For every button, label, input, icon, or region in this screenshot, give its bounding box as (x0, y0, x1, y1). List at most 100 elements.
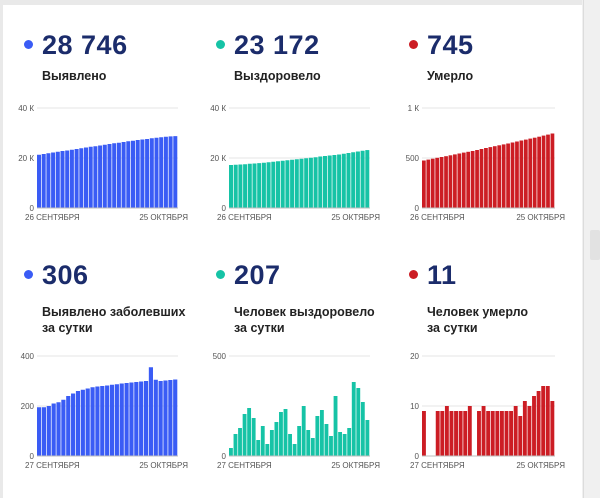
bar (299, 158, 304, 208)
bar (140, 139, 145, 208)
bar (229, 165, 233, 208)
bar (351, 152, 356, 208)
bar (422, 411, 426, 456)
scrollbar-thumb[interactable] (590, 230, 600, 260)
bar (492, 146, 497, 208)
bar (229, 448, 233, 456)
bar (80, 389, 85, 456)
bar (290, 159, 295, 208)
bar (243, 164, 248, 208)
bar (449, 411, 454, 456)
bar (532, 396, 536, 456)
bar (256, 440, 261, 456)
bar (238, 164, 243, 208)
bar (279, 412, 283, 456)
window-top-edge (0, 0, 600, 5)
series-dot-daily-detected (24, 270, 33, 279)
stat-panel-recovered: 23 172 Выздоровело 0 20 К 40 К 26 СЕНТЯБРЯ 2… (210, 28, 406, 268)
bar (75, 391, 81, 456)
bar (444, 406, 449, 456)
y-tick-label: 0 (222, 204, 227, 213)
bar (497, 145, 502, 208)
bar (313, 157, 318, 208)
bar (490, 411, 495, 456)
stat-value-daily-detected: 306 (42, 260, 89, 290)
bar (342, 434, 347, 456)
y-tick-label: 0 (415, 452, 420, 461)
bar (435, 157, 440, 208)
y-tick-label: 0 (30, 452, 35, 461)
series-dot-daily-deaths (409, 270, 418, 279)
bar (518, 416, 523, 456)
bar (346, 153, 351, 208)
bar (470, 151, 475, 208)
bar (139, 381, 144, 456)
x-tick-label-end: 25 ОКТЯБРЯ (331, 213, 380, 222)
bar (444, 156, 448, 208)
bar (233, 434, 238, 456)
bar (260, 426, 265, 456)
bar (523, 139, 528, 208)
bar (439, 157, 444, 208)
bar (46, 406, 51, 456)
bar (329, 436, 333, 456)
bar (276, 161, 280, 208)
x-tick-label-start: 27 СЕНТЯБРЯ (25, 461, 80, 470)
chart-daily-recovered: 0 500 27 СЕНТЯБРЯ 25 ОКТЯБРЯ (213, 352, 381, 470)
x-tick-label-end: 25 ОКТЯБРЯ (516, 213, 565, 222)
bar (145, 139, 150, 208)
bar (288, 434, 292, 456)
y-tick-label: 10 (410, 402, 419, 411)
bar (319, 410, 324, 456)
bar (126, 141, 131, 208)
bar (323, 156, 327, 208)
stat-label-daily-deaths-line2: за сутки (427, 321, 478, 335)
y-tick-label: 40 К (18, 104, 34, 113)
bar (265, 444, 270, 456)
bar (131, 140, 135, 208)
stat-label-detected-line1: Выявлено (42, 69, 107, 83)
bar (308, 157, 313, 208)
bar (486, 411, 491, 456)
bar (475, 150, 479, 208)
bar (285, 160, 290, 208)
stat-value-deaths: 745 (427, 30, 474, 60)
bar (527, 406, 532, 456)
y-tick-label: 500 (213, 352, 227, 361)
bar (238, 428, 242, 456)
bar (247, 408, 252, 456)
bar (37, 154, 41, 208)
stat-label-daily-deaths-line1: Человек умерло (427, 305, 529, 319)
bar (515, 141, 519, 208)
bar (292, 444, 297, 456)
bar (129, 382, 134, 456)
bar (351, 382, 356, 456)
bar (360, 150, 365, 208)
chart-deaths: 0 500 1 К 26 СЕНТЯБРЯ 25 ОКТЯБРЯ (406, 104, 566, 222)
bar (257, 163, 262, 209)
x-tick-label-start: 26 СЕНТЯБРЯ (217, 213, 272, 222)
bar (356, 388, 361, 456)
bar (318, 156, 323, 208)
bar (124, 383, 129, 456)
bar (269, 430, 274, 456)
bar (327, 155, 332, 208)
bar (41, 407, 47, 456)
bar (365, 420, 370, 456)
bar (274, 422, 279, 456)
stat-label-deaths-line1: Умерло (427, 69, 474, 83)
y-tick-label: 0 (30, 204, 35, 213)
bar (430, 158, 435, 208)
bar (422, 160, 426, 208)
bar (541, 386, 546, 456)
bar (495, 411, 500, 456)
x-tick-label-start: 26 СЕНТЯБРЯ (410, 213, 465, 222)
bar (466, 151, 471, 208)
x-tick-label-end: 25 ОКТЯБРЯ (516, 461, 565, 470)
bar (114, 384, 119, 456)
stat-panel-deaths: 745 Умерло 0 500 1 К 26 СЕНТЯБРЯ 25 ОКТЯБРЯ (406, 28, 599, 268)
stat-value-recovered: 23 172 (234, 30, 320, 60)
chart-daily-deaths: 0 10 20 27 СЕНТЯБРЯ 25 ОКТЯБРЯ (410, 352, 565, 470)
bar (163, 136, 168, 208)
stat-panel-daily-deaths: 11 Человек умерло за сутки 0 10 20 27 СЕНТЯ… (409, 258, 599, 498)
